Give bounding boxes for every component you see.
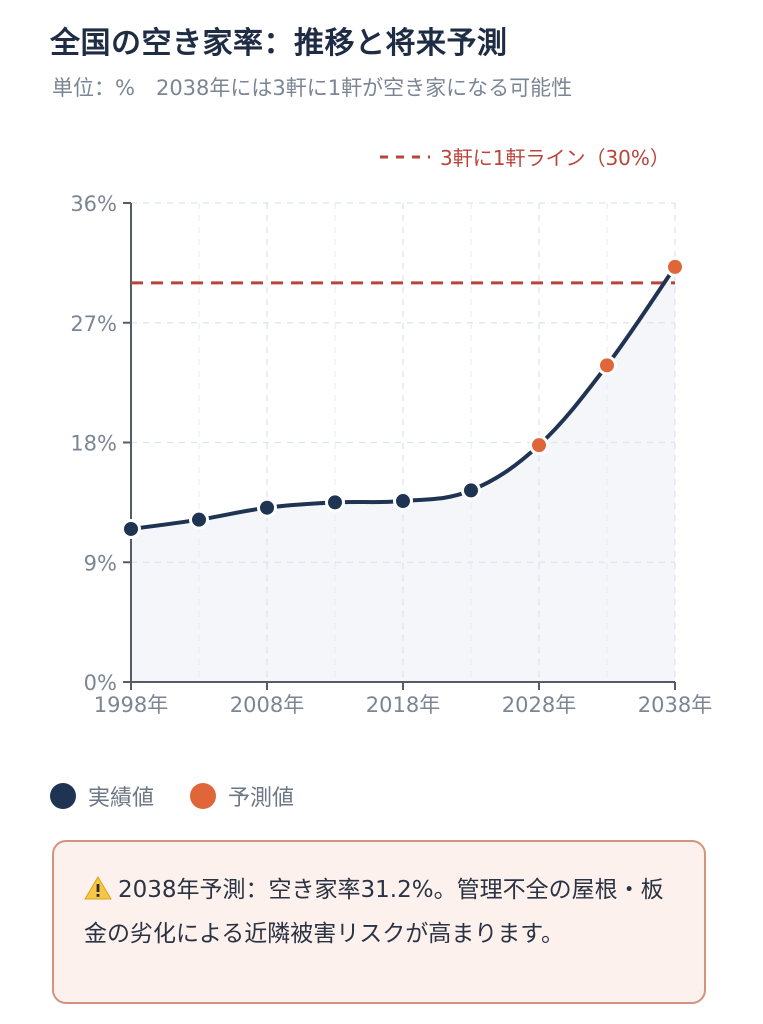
y-tick-label: 27% bbox=[70, 312, 117, 336]
forecast-data-point bbox=[597, 355, 617, 376]
series-line bbox=[129, 264, 677, 531]
actual-data-point bbox=[461, 480, 481, 501]
x-tick-label: 2038年 bbox=[638, 693, 712, 717]
actual-data-point bbox=[121, 518, 141, 539]
y-tick-label: 36% bbox=[70, 192, 117, 216]
forecast-data-point bbox=[529, 435, 549, 456]
forecast-notice: 2038年予測：空き家率31.2%。管理不全の屋根・板金の劣化による近隣被害リス… bbox=[52, 840, 706, 1004]
area-fill bbox=[131, 266, 675, 682]
x-tick-label: 2028年 bbox=[502, 693, 576, 717]
actual-data-point bbox=[325, 492, 345, 513]
chart-subtitle: 単位：% 2038年には3軒に1軒が空き家になる可能性 bbox=[52, 76, 573, 100]
y-tick-label: 18% bbox=[70, 432, 117, 456]
reference-legend-label: 3軒に1軒ライン（30%） bbox=[440, 146, 670, 170]
y-tick-label: 0% bbox=[84, 671, 117, 695]
actual-marker-icon bbox=[50, 783, 76, 809]
y-tick-label: 9% bbox=[84, 551, 117, 575]
warning-icon bbox=[84, 876, 112, 900]
x-tick-label: 2008年 bbox=[230, 693, 304, 717]
legend-item-actual: 実績値 bbox=[50, 780, 154, 812]
legend-item-forecast: 予測値 bbox=[190, 780, 294, 812]
x-tick-label: 1998年 bbox=[94, 693, 168, 717]
notice-text: 2038年予測：空き家率31.2%。管理不全の屋根・板金の劣化による近隣被害リス… bbox=[84, 877, 664, 947]
actual-data-point bbox=[393, 491, 413, 512]
legend-forecast-label: 予測値 bbox=[228, 786, 295, 811]
actual-data-point bbox=[257, 497, 277, 518]
forecast-data-point bbox=[665, 256, 685, 277]
x-tick-label: 2018年 bbox=[366, 693, 440, 717]
legend: 実績値 予測値 bbox=[50, 780, 320, 812]
line-chart: 0% 9% 18% 27% 36% 1998年 2008年 2018年 2028年 2038年 3軒… bbox=[70, 146, 712, 717]
chart-title: 全国の空き家率：推移と将来予測 bbox=[50, 26, 508, 61]
legend-actual-label: 実績値 bbox=[88, 786, 155, 811]
actual-data-point bbox=[189, 509, 209, 530]
forecast-marker-icon bbox=[190, 783, 217, 809]
